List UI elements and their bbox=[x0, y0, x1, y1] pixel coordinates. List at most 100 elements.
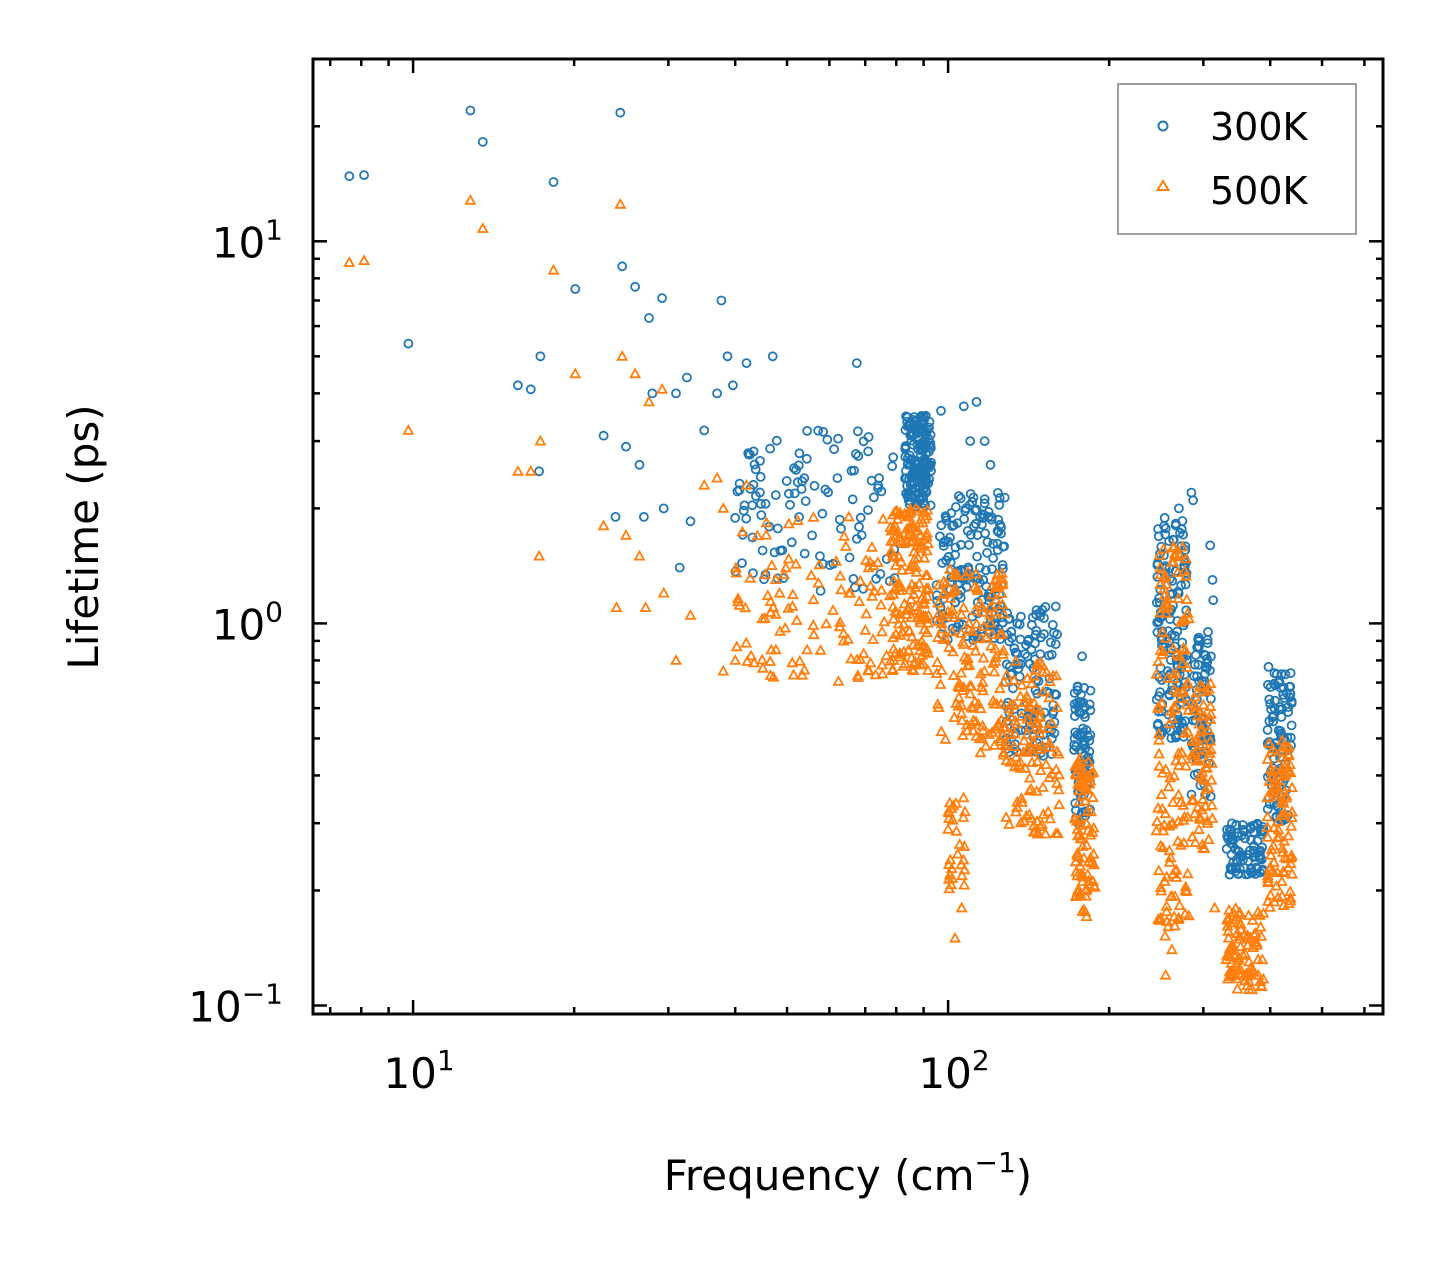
point-300K bbox=[971, 396, 982, 407]
point-500K bbox=[1051, 745, 1064, 756]
point-500K bbox=[876, 667, 889, 679]
point-500K bbox=[987, 657, 1000, 668]
point-500K bbox=[970, 617, 983, 629]
point-500K bbox=[1027, 825, 1040, 837]
point-500K bbox=[614, 197, 627, 209]
point-300K bbox=[989, 618, 1000, 629]
point-500K bbox=[1267, 839, 1280, 851]
point-500K bbox=[946, 625, 959, 637]
point-500K bbox=[1174, 615, 1187, 627]
point-500K bbox=[1050, 701, 1064, 712]
point-500K bbox=[769, 643, 782, 655]
point-500K bbox=[402, 424, 415, 435]
point-500K bbox=[782, 602, 795, 613]
point-500K bbox=[1039, 827, 1052, 839]
point-500K bbox=[789, 557, 803, 569]
point-500K bbox=[906, 534, 919, 546]
point-500K bbox=[1175, 753, 1188, 764]
point-500K bbox=[1012, 758, 1025, 770]
point-300K bbox=[1273, 725, 1284, 736]
point-300K bbox=[993, 487, 1003, 498]
point-500K bbox=[989, 722, 1002, 734]
point-300K bbox=[873, 480, 884, 491]
point-300K bbox=[998, 563, 1008, 574]
point-500K bbox=[931, 656, 944, 667]
point-500K bbox=[839, 540, 852, 551]
point-500K bbox=[798, 663, 811, 675]
point-500K bbox=[1253, 909, 1266, 920]
point-300K bbox=[1235, 850, 1246, 860]
point-500K bbox=[1222, 931, 1235, 943]
point-300K bbox=[1262, 725, 1273, 735]
point-300K bbox=[769, 547, 780, 558]
point-500K bbox=[984, 608, 997, 620]
point-300K bbox=[610, 512, 621, 522]
point-500K bbox=[908, 552, 921, 564]
point-300K bbox=[570, 284, 581, 294]
point-500K bbox=[1000, 811, 1013, 822]
point-500K bbox=[996, 648, 1009, 659]
point-500K bbox=[1154, 881, 1167, 892]
point-500K bbox=[1265, 784, 1278, 796]
point-500K bbox=[1009, 805, 1022, 817]
point-300K bbox=[1172, 660, 1183, 671]
point-300K bbox=[794, 512, 804, 522]
point-500K bbox=[1008, 740, 1021, 751]
point-300K bbox=[938, 537, 949, 548]
point-500K bbox=[1027, 708, 1040, 720]
point-300K bbox=[902, 412, 913, 423]
point-500K bbox=[975, 632, 988, 644]
point-300K bbox=[1264, 694, 1275, 705]
point-300K bbox=[809, 480, 820, 491]
point-500K bbox=[731, 592, 745, 603]
point-500K bbox=[920, 509, 934, 521]
legend-label-500K: 500K bbox=[1210, 169, 1309, 213]
point-500K bbox=[1154, 911, 1167, 923]
point-500K bbox=[871, 556, 884, 567]
point-300K bbox=[1268, 716, 1279, 727]
point-500K bbox=[1152, 864, 1165, 876]
point-500K bbox=[997, 746, 1010, 758]
point-500K bbox=[889, 646, 902, 658]
point-500K bbox=[729, 561, 742, 573]
point-500K bbox=[1156, 802, 1169, 814]
point-500K bbox=[1007, 673, 1021, 685]
point-500K bbox=[945, 802, 958, 813]
point-500K bbox=[867, 633, 880, 644]
point-500K bbox=[905, 630, 919, 642]
point-500K bbox=[921, 569, 934, 581]
point-300K bbox=[477, 136, 488, 147]
point-300K bbox=[749, 459, 760, 470]
point-500K bbox=[1159, 968, 1172, 980]
point-500K bbox=[1004, 728, 1017, 739]
point-300K bbox=[921, 448, 931, 459]
point-500K bbox=[616, 349, 629, 361]
point-300K bbox=[988, 539, 998, 549]
point-300K bbox=[1181, 605, 1192, 616]
point-500K bbox=[967, 724, 980, 736]
point-500K bbox=[764, 595, 777, 606]
point-500K bbox=[1192, 823, 1205, 834]
point-500K bbox=[958, 878, 971, 890]
point-500K bbox=[730, 640, 743, 652]
point-500K bbox=[1285, 819, 1298, 831]
point-300K bbox=[799, 548, 810, 559]
point-500K bbox=[958, 805, 972, 817]
point-500K bbox=[918, 623, 931, 635]
point-500K bbox=[786, 588, 799, 600]
point-500K bbox=[843, 586, 856, 598]
point-300K bbox=[794, 448, 805, 459]
point-500K bbox=[796, 668, 809, 680]
point-500K bbox=[921, 616, 935, 628]
point-500K bbox=[1155, 788, 1168, 800]
point-500K bbox=[1052, 768, 1066, 780]
point-500K bbox=[1083, 777, 1096, 789]
point-500K bbox=[902, 643, 915, 655]
point-500K bbox=[1194, 813, 1207, 824]
point-500K bbox=[1160, 578, 1173, 589]
point-500K bbox=[1204, 700, 1217, 711]
point-500K bbox=[1284, 894, 1297, 906]
point-300K bbox=[465, 105, 476, 116]
point-500K bbox=[1031, 659, 1045, 670]
point-500K bbox=[1254, 975, 1267, 986]
